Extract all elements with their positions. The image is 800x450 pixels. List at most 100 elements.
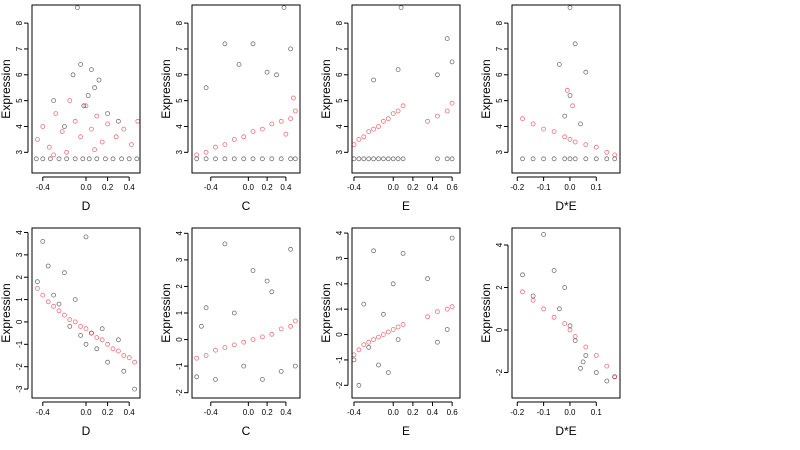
data-point	[400, 156, 406, 162]
data-point	[62, 124, 67, 129]
data-point	[449, 156, 455, 162]
data-point	[72, 319, 78, 325]
data-point	[444, 156, 450, 162]
data-point	[380, 311, 386, 317]
data-point	[222, 142, 228, 148]
plot-frame	[351, 227, 461, 399]
data-point	[94, 156, 100, 162]
chart-panel-top-1: -0.4 0.0 0.2 0.4 3 4 5 6 7 8 D Expression	[0, 4, 141, 213]
data-point	[110, 346, 116, 352]
data-point	[351, 142, 357, 148]
y-tick-label: -2	[495, 368, 504, 376]
data-point	[126, 156, 132, 162]
data-point	[40, 124, 46, 129]
plot-frame	[31, 227, 141, 399]
y-axis-label: Expression	[0, 283, 13, 342]
data-point	[99, 337, 105, 343]
data-point	[562, 113, 568, 119]
y-tick-label: 2	[495, 285, 504, 290]
y-tick-label: 6	[175, 72, 184, 77]
y-tick-label: 8	[335, 20, 344, 25]
data-point	[89, 126, 94, 132]
data-point	[562, 321, 568, 327]
data-point	[288, 46, 294, 52]
data-point	[278, 326, 284, 332]
x-tick-label: -0.4	[36, 183, 50, 192]
y-tick-label: -2	[175, 389, 184, 397]
data-point	[583, 156, 589, 162]
data-point	[278, 368, 284, 374]
data-point	[583, 344, 589, 350]
y-tick-label: 5	[335, 98, 344, 103]
data-point	[593, 353, 599, 358]
data-point	[376, 124, 381, 129]
data-point	[99, 326, 105, 332]
data-point	[269, 156, 275, 162]
x-axis-label: C	[242, 424, 251, 438]
data-point	[96, 77, 102, 83]
data-point	[520, 272, 525, 278]
chart-panel-top-2: -0.4 0.0 0.2 0.4 3 4 5 6 7 8 C Expression	[159, 4, 301, 213]
data-point	[425, 276, 431, 282]
data-point	[557, 306, 562, 312]
chart-panel-top-3: -0.4 0.0 0.2 0.4 0.6 3 4 5 6 7 8 E Expression	[319, 4, 461, 213]
data-point	[250, 268, 256, 273]
data-point	[53, 111, 59, 116]
data-point	[62, 312, 67, 318]
data-point	[292, 156, 298, 162]
data-point	[45, 299, 51, 305]
data-point	[612, 156, 618, 162]
data-point	[116, 348, 121, 354]
data-point	[236, 62, 242, 67]
data-point	[72, 118, 78, 124]
data-point	[51, 98, 56, 103]
data-point	[376, 362, 381, 368]
y-tick-label: 4	[175, 231, 184, 236]
data-point	[250, 129, 256, 135]
data-point	[361, 156, 367, 162]
data-point	[434, 72, 440, 78]
data-point	[259, 334, 265, 340]
y-tick-label: -1	[175, 362, 184, 370]
x-axis-label: E	[402, 199, 410, 213]
data-point	[56, 308, 62, 314]
y-tick-label: 3	[15, 252, 24, 257]
data-point	[56, 156, 62, 162]
x-tick-label: -0.1	[537, 183, 551, 192]
data-point	[400, 321, 406, 327]
data-point	[92, 85, 97, 91]
x-tick-label: 0.0	[80, 408, 92, 417]
data-point	[395, 108, 401, 114]
data-point	[203, 156, 209, 162]
data-point	[72, 297, 78, 303]
data-point	[70, 72, 76, 78]
y-tick-label: 4	[495, 242, 504, 247]
data-point	[128, 142, 134, 148]
data-point	[385, 370, 391, 376]
data-point	[557, 62, 562, 67]
y-tick-label: 8	[15, 20, 24, 25]
data-point	[78, 62, 83, 67]
data-point	[583, 353, 589, 358]
data-point	[356, 382, 362, 388]
y-tick-label: -3	[15, 385, 24, 393]
data-point	[400, 250, 406, 256]
y-tick-label: 7	[175, 46, 184, 51]
x-tick-label: 0.0	[243, 183, 255, 192]
y-tick-label: 2	[175, 284, 184, 289]
data-point	[86, 156, 92, 162]
data-point	[278, 118, 284, 124]
y-tick-label: 1	[175, 310, 184, 315]
data-point	[222, 241, 228, 247]
data-point	[578, 121, 583, 127]
x-tick-label: 0.4	[427, 183, 439, 192]
data-point	[449, 59, 455, 65]
y-tick-label: 1	[15, 297, 24, 302]
data-point	[530, 156, 536, 162]
data-point	[371, 77, 377, 83]
x-tick-label: 0.6	[447, 408, 459, 417]
data-point	[567, 93, 573, 98]
data-point	[62, 270, 67, 276]
data-point	[194, 156, 200, 162]
